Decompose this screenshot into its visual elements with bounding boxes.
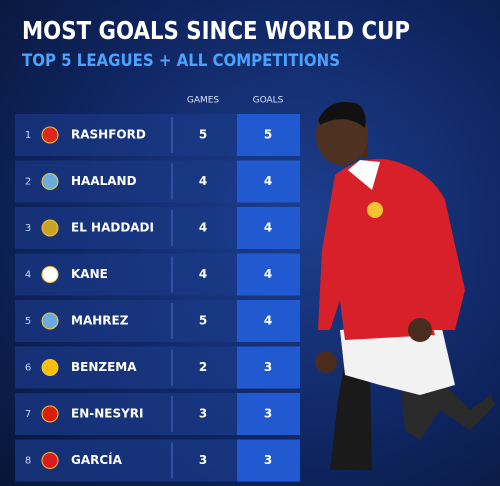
player-name: EN-NESYRI bbox=[71, 407, 144, 421]
club-badge bbox=[41, 219, 59, 237]
rank: 4 bbox=[25, 270, 31, 281]
goals: 5 bbox=[264, 128, 272, 142]
player-name: MAHREZ bbox=[71, 314, 129, 328]
club-badge bbox=[41, 126, 59, 144]
club-badge bbox=[41, 405, 59, 423]
games: 3 bbox=[199, 407, 207, 421]
goals-cell bbox=[237, 393, 300, 435]
rank: 1 bbox=[25, 130, 31, 141]
games: 5 bbox=[199, 128, 207, 142]
games: 4 bbox=[199, 174, 207, 188]
goals: 3 bbox=[264, 407, 272, 421]
table: 1 RASHFORD 5 5 2 HAALAND 4 4 3 EL HADDADI 4 4 4 KANE 4… bbox=[15, 114, 300, 482]
player-name: GARCÍA bbox=[71, 452, 123, 467]
goals-cell bbox=[237, 160, 300, 203]
club-badge bbox=[41, 452, 59, 469]
rank: 6 bbox=[25, 363, 31, 374]
club-badge bbox=[41, 266, 59, 283]
games: 4 bbox=[199, 221, 207, 235]
player-name: BENZEMA bbox=[71, 360, 137, 374]
player-name: HAALAND bbox=[71, 174, 137, 188]
player-name: RASHFORD bbox=[71, 128, 146, 142]
goals: 4 bbox=[264, 221, 272, 235]
club-badge bbox=[41, 359, 59, 376]
player-name: EL HADDADI bbox=[71, 221, 154, 235]
rank: 5 bbox=[25, 316, 31, 327]
column-header: GOALS bbox=[253, 96, 284, 106]
rank: 2 bbox=[25, 177, 31, 188]
rank: 3 bbox=[25, 223, 31, 234]
player-illustration bbox=[315, 102, 495, 470]
goals-cell bbox=[237, 114, 300, 156]
rank: 8 bbox=[25, 456, 31, 467]
games: 4 bbox=[199, 267, 207, 281]
games: 3 bbox=[199, 453, 207, 467]
goals: 4 bbox=[264, 174, 272, 188]
goals-cell bbox=[237, 253, 300, 296]
goals: 3 bbox=[264, 453, 272, 467]
club-badge bbox=[41, 173, 59, 190]
games: 5 bbox=[199, 314, 207, 328]
rank: 7 bbox=[25, 409, 31, 420]
games: 2 bbox=[199, 360, 207, 374]
goals-cell bbox=[237, 439, 300, 482]
goals: 3 bbox=[264, 360, 272, 374]
player-name: KANE bbox=[71, 267, 108, 281]
column-header: GAMES bbox=[187, 96, 220, 106]
title: MOST GOALS SINCE WORLD CUP bbox=[22, 16, 410, 45]
goals-cell bbox=[237, 207, 300, 249]
club-badge bbox=[41, 312, 59, 330]
goals-cell bbox=[237, 346, 300, 389]
goals: 4 bbox=[264, 267, 272, 281]
goals-cell bbox=[237, 300, 300, 342]
subtitle: TOP 5 LEAGUES + ALL COMPETITIONS bbox=[22, 51, 340, 71]
goals: 4 bbox=[264, 314, 272, 328]
